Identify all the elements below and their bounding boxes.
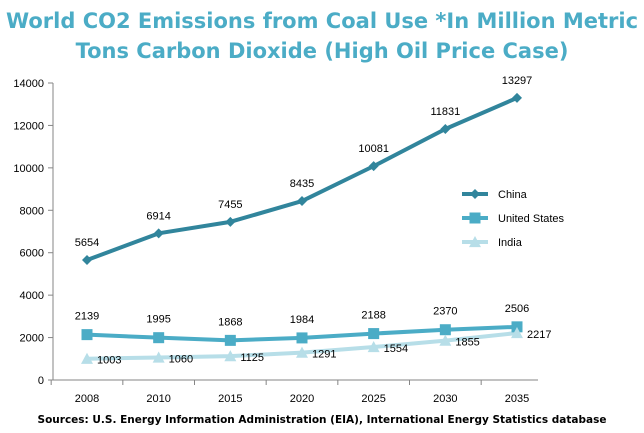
y-tick-label: 6000 <box>20 248 44 260</box>
point-china <box>153 228 164 239</box>
legend-marker-india <box>469 236 481 248</box>
data-label-united-states: 1995 <box>146 314 170 326</box>
y-tick-label: 8000 <box>20 205 44 217</box>
point-india <box>81 352 93 364</box>
data-label-india: 1003 <box>97 355 121 367</box>
point-china <box>512 92 522 103</box>
chart-title-line-2: Tons Carbon Dioxide (High Oil Price Case… <box>75 39 569 63</box>
data-label-united-states: 2139 <box>75 311 99 323</box>
point-united-states <box>511 321 523 333</box>
legend-label-united-states: United States <box>498 213 565 225</box>
point-china <box>368 161 379 172</box>
y-tick-label: 4000 <box>20 290 44 302</box>
data-label-india: 1125 <box>240 352 264 364</box>
point-india <box>296 346 308 358</box>
y-tick-label: 12000 <box>13 120 44 132</box>
data-label-united-states: 1868 <box>218 316 242 328</box>
data-label-india: 1554 <box>384 343 408 355</box>
data-label-united-states: 2188 <box>361 310 385 322</box>
point-india <box>367 341 380 353</box>
data-label-china: 5654 <box>75 237 99 249</box>
data-labels: 5654 6914 7455 8435 10081 11831 13297 2139 1995 1… <box>75 75 552 367</box>
data-label-china: 10081 <box>358 143 389 155</box>
point-united-states <box>368 328 380 340</box>
point-china <box>297 196 307 207</box>
point-united-states <box>153 332 165 344</box>
legend-label-india: India <box>498 237 523 249</box>
y-tick-label: 2000 <box>20 333 44 345</box>
x-tick-label: 2015 <box>218 393 242 405</box>
point-china <box>440 124 451 135</box>
y-tick-label: 0 <box>38 375 44 387</box>
x-tick-label: 2035 <box>505 393 529 405</box>
point-india <box>511 326 523 339</box>
data-label-india: 2217 <box>527 329 551 341</box>
legend-marker-china <box>470 189 480 199</box>
chart-title-line-1: World CO2 Emissions from Coal Use *In Mi… <box>5 9 639 33</box>
point-india <box>152 351 165 363</box>
data-label-united-states: 1984 <box>290 314 314 326</box>
point-india <box>439 334 452 346</box>
y-tick-label: 14000 <box>13 78 44 90</box>
x-tick-label: 2025 <box>361 393 385 405</box>
data-label-united-states: 2370 <box>433 306 457 318</box>
legend-marker-united-states <box>469 212 481 224</box>
point-china <box>225 216 236 227</box>
data-label-india: 1855 <box>455 337 479 349</box>
data-label-china: 8435 <box>290 178 314 190</box>
data-label-india: 1060 <box>169 354 193 366</box>
data-label-china: 6914 <box>146 210 170 222</box>
data-label-china: 7455 <box>218 199 242 211</box>
x-tick-label: 2010 <box>146 393 170 405</box>
data-label-china: 13297 <box>502 75 533 87</box>
point-india <box>224 350 237 362</box>
source-note: Sources: U.S. Energy Information Adminis… <box>37 414 607 426</box>
series-markers <box>81 92 523 364</box>
chart-legend: China United States India <box>462 189 565 249</box>
y-tick-label: 10000 <box>13 163 44 175</box>
chart-title: World CO2 Emissions from Coal Use *In Mi… <box>0 6 644 66</box>
chart-axes: 0 2000 4000 6000 8000 10000 12000 14000 2008 2010… <box>13 78 538 405</box>
point-united-states <box>81 329 93 341</box>
point-united-states <box>439 324 451 336</box>
x-tick-label: 2008 <box>75 393 99 405</box>
x-tick-label: 2030 <box>433 393 457 405</box>
data-label-china: 11831 <box>430 106 460 118</box>
data-label-united-states: 2506 <box>505 303 529 315</box>
point-china <box>82 255 92 266</box>
legend-label-china: China <box>498 189 528 201</box>
x-tick-label: 2020 <box>290 393 314 405</box>
data-label-india: 1291 <box>312 349 336 361</box>
point-united-states <box>224 334 236 346</box>
point-united-states <box>296 332 308 344</box>
